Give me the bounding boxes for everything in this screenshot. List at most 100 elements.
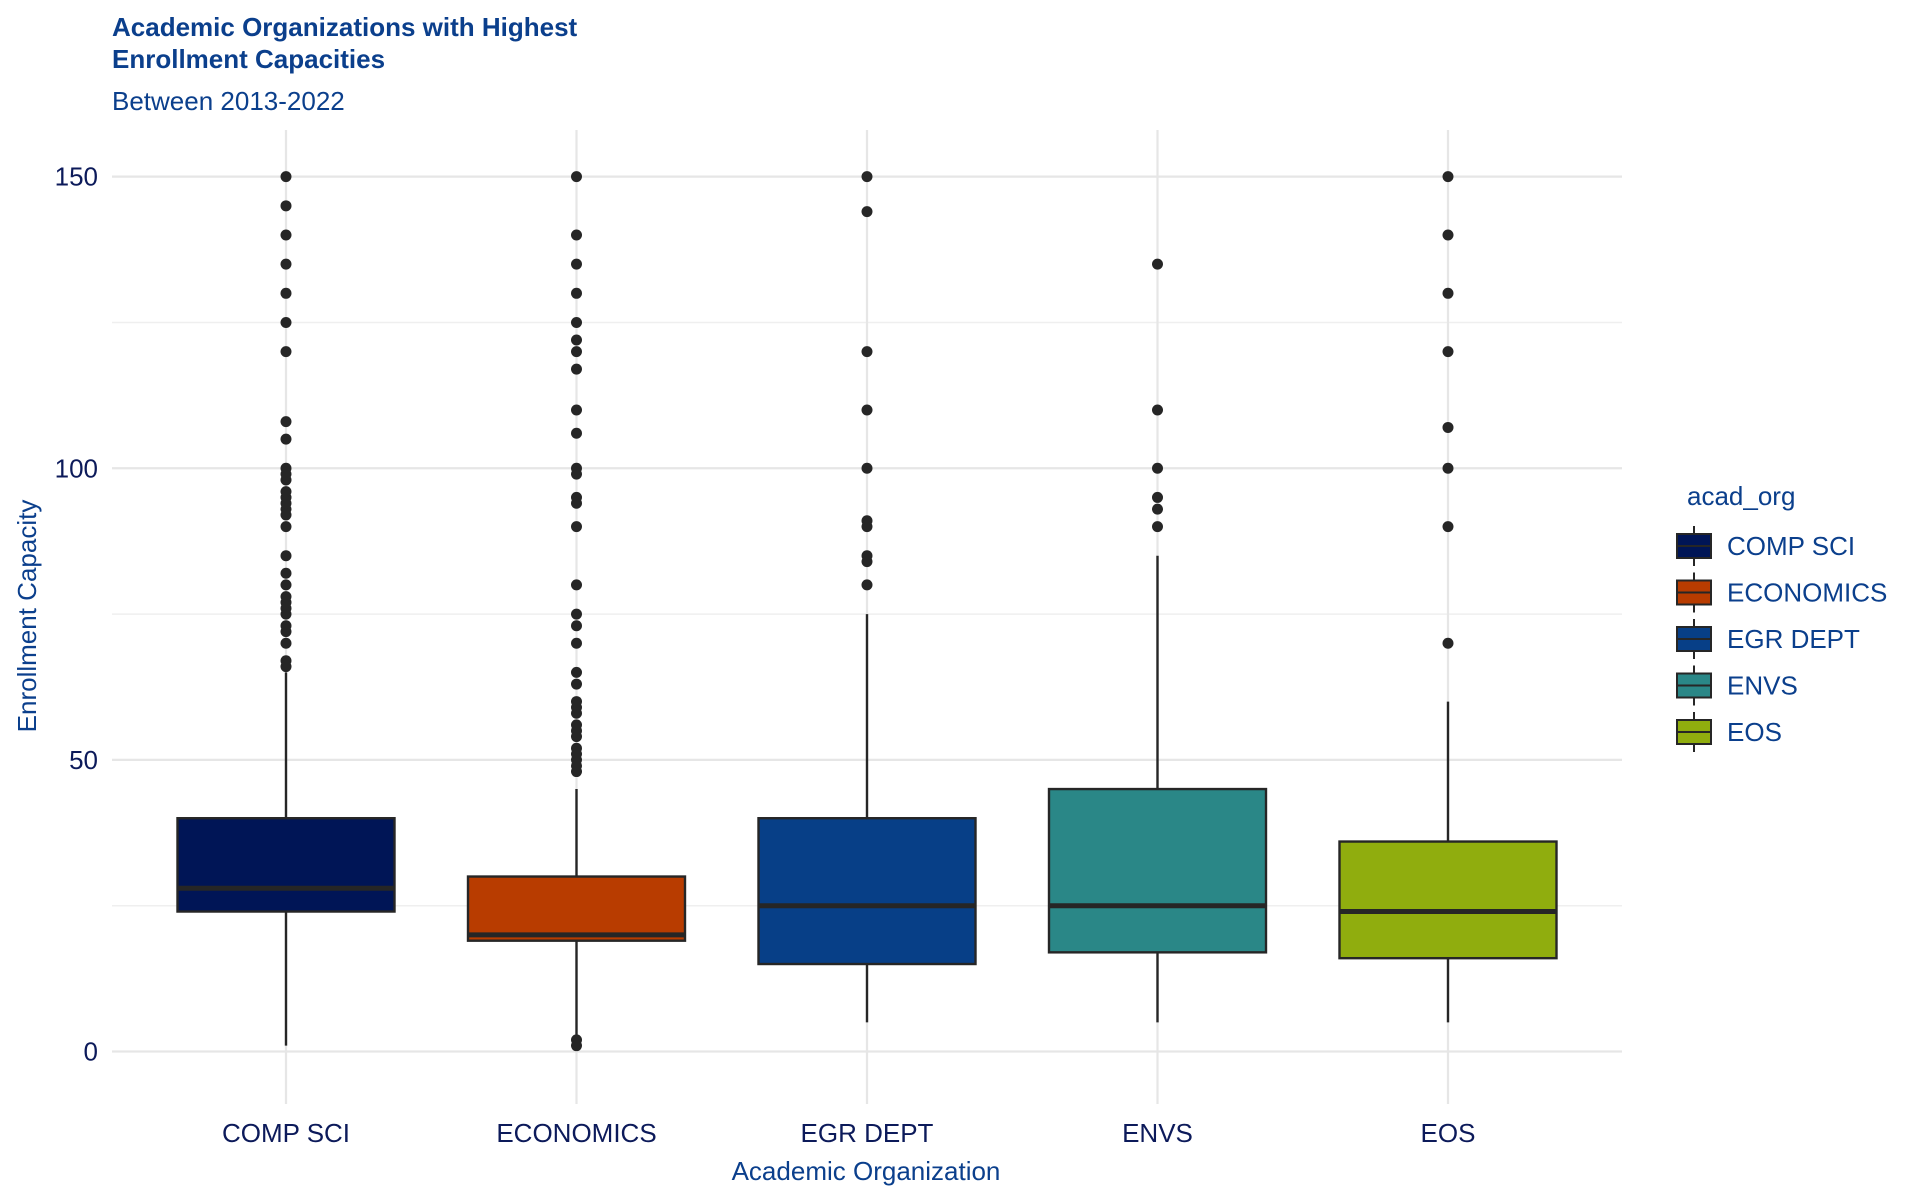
outlier-point xyxy=(280,171,292,183)
outlier-point xyxy=(1442,521,1454,533)
outlier-point xyxy=(280,229,292,241)
outlier-point xyxy=(1152,462,1163,474)
outlier-point xyxy=(571,620,582,632)
legend-label: EGR DEPT xyxy=(1727,624,1860,654)
outlier-point xyxy=(280,462,292,474)
outlier-point xyxy=(280,416,292,428)
outlier-point xyxy=(280,258,292,270)
box-envs xyxy=(1047,258,1268,1023)
box-eos xyxy=(1338,171,1558,1023)
outlier-point xyxy=(1442,171,1454,183)
outlier-point xyxy=(571,719,582,731)
box-iqr xyxy=(176,817,396,913)
outlier-point xyxy=(280,655,292,667)
outlier-point xyxy=(571,229,582,241)
y-tick-label: 50 xyxy=(69,745,98,775)
outlier-point xyxy=(1442,346,1454,358)
outlier-point xyxy=(571,608,582,620)
outlier-point xyxy=(861,404,873,416)
outlier-point xyxy=(571,427,582,439)
outlier-point xyxy=(571,316,582,328)
legend-label: ECONOMICS xyxy=(1727,578,1887,608)
outlier-point xyxy=(1442,462,1454,474)
y-tick-label: 100 xyxy=(55,453,98,483)
chart-subtitle: Between 2013-2022 xyxy=(112,86,345,116)
outlier-point xyxy=(280,579,292,591)
x-axis-ticks: COMP SCI ECONOMICS EGR DEPT ENVS EOS xyxy=(222,1118,1476,1148)
legend-item: ENVS xyxy=(1676,665,1798,706)
outlier-point xyxy=(280,521,292,533)
x-tick-label: EGR DEPT xyxy=(801,1118,934,1148)
outlier-point xyxy=(1152,521,1163,533)
legend-item: EGR DEPT xyxy=(1676,619,1860,659)
box-economics xyxy=(466,171,687,1052)
box-iqr xyxy=(1338,840,1558,960)
box-series xyxy=(176,171,1558,1052)
outlier-point xyxy=(280,486,292,498)
outlier-point xyxy=(280,433,292,445)
box-iqr xyxy=(757,817,977,966)
outlier-point xyxy=(280,346,292,358)
outlier-point xyxy=(861,579,873,591)
legend-title: acad_org xyxy=(1687,481,1795,511)
x-tick-label: ENVS xyxy=(1122,1118,1193,1148)
outlier-point xyxy=(571,334,582,346)
x-tick-label: EOS xyxy=(1421,1118,1476,1148)
y-tick-label: 0 xyxy=(84,1037,98,1067)
box-iqr xyxy=(1047,787,1268,954)
legend-label: ENVS xyxy=(1727,671,1798,701)
outlier-point xyxy=(571,1034,582,1046)
outlier-point xyxy=(280,316,292,328)
outlier-point xyxy=(571,696,582,708)
y-axis-ticks: 0 50 100 150 xyxy=(55,162,98,1067)
outlier-point xyxy=(571,346,582,358)
outlier-point xyxy=(571,462,582,474)
legend-item: EOS xyxy=(1676,712,1782,752)
legend-label: EOS xyxy=(1727,717,1782,747)
outlier-point xyxy=(571,258,582,270)
y-axis-title: Enrollment Capacity xyxy=(12,500,42,733)
outlier-point xyxy=(861,346,873,358)
outlier-point xyxy=(861,171,873,183)
outlier-point xyxy=(280,637,292,649)
outlier-point xyxy=(1152,503,1163,515)
outlier-point xyxy=(1442,229,1454,241)
outlier-point xyxy=(571,666,582,678)
outlier-point xyxy=(571,579,582,591)
outlier-point xyxy=(280,567,292,579)
outlier-point xyxy=(861,550,873,562)
outlier-point xyxy=(571,678,582,690)
legend-item: COMP SCI xyxy=(1676,526,1855,566)
outlier-point xyxy=(571,521,582,533)
outlier-point xyxy=(571,363,582,375)
outlier-point xyxy=(1442,637,1454,649)
box-comp-sci xyxy=(176,171,396,1046)
outlier-point xyxy=(280,591,292,603)
legend-item: ECONOMICS xyxy=(1676,572,1887,613)
outlier-point xyxy=(861,206,873,218)
outlier-point xyxy=(571,171,582,183)
chart-title-line-2: Enrollment Capacities xyxy=(112,44,385,74)
y-tick-label: 150 xyxy=(55,162,98,192)
outlier-point xyxy=(280,200,292,212)
x-tick-label: ECONOMICS xyxy=(496,1118,656,1148)
outlier-point xyxy=(571,404,582,416)
outlier-point xyxy=(1152,258,1163,270)
box-iqr xyxy=(466,875,687,942)
outlier-point xyxy=(861,462,873,474)
outlier-point xyxy=(861,515,873,527)
outlier-point xyxy=(571,742,582,754)
outlier-point xyxy=(1442,287,1454,299)
outlier-point xyxy=(280,620,292,632)
legend-label: COMP SCI xyxy=(1727,531,1855,561)
box-egr-dept xyxy=(757,171,977,1023)
x-tick-label: COMP SCI xyxy=(222,1118,350,1148)
outlier-point xyxy=(1442,421,1454,433)
outlier-point xyxy=(1152,404,1163,416)
outlier-point xyxy=(571,491,582,503)
x-axis-title: Academic Organization xyxy=(732,1156,1001,1186)
outlier-point xyxy=(280,550,292,562)
chart-title-line-1: Academic Organizations with Highest xyxy=(112,12,578,42)
outlier-point xyxy=(280,287,292,299)
